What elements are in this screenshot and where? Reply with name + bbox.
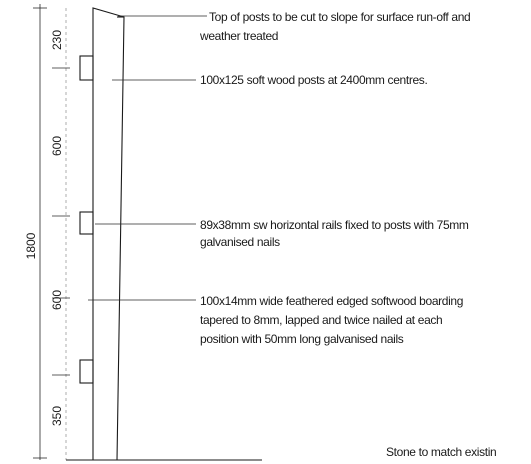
fence-post bbox=[92, 7, 125, 461]
rail-upper bbox=[79, 55, 94, 81]
note-post-top-line1: Top of posts to be cut to slope for surf… bbox=[209, 10, 470, 24]
dimension-label-600-lower: 600 bbox=[50, 290, 64, 310]
dimension-label-230: 230 bbox=[50, 30, 64, 50]
note-posts: 100x125 soft wood posts at 2400mm centre… bbox=[200, 73, 427, 87]
note-rails-line1: 89x38mm sw horizontal rails fixed to pos… bbox=[200, 218, 469, 232]
note-boarding-line2: tapered to 8mm, lapped and twice nailed … bbox=[200, 313, 442, 327]
dimension-label-1800: 1800 bbox=[24, 232, 38, 259]
note-rails-line2: galvanised nails bbox=[200, 235, 280, 249]
note-boarding-line3: position with 50mm long galvanised nails bbox=[200, 332, 404, 346]
dimension-label-600-upper: 600 bbox=[50, 136, 64, 156]
dimension-label-350: 350 bbox=[50, 406, 64, 426]
rail-middle bbox=[79, 211, 94, 235]
note-stone: Stone to match existin bbox=[386, 445, 496, 459]
rail-lower bbox=[79, 359, 94, 384]
note-post-top-line2: weather treated bbox=[199, 29, 278, 43]
note-boarding-line1: 100x14mm wide feathered edged softwood b… bbox=[200, 294, 463, 308]
